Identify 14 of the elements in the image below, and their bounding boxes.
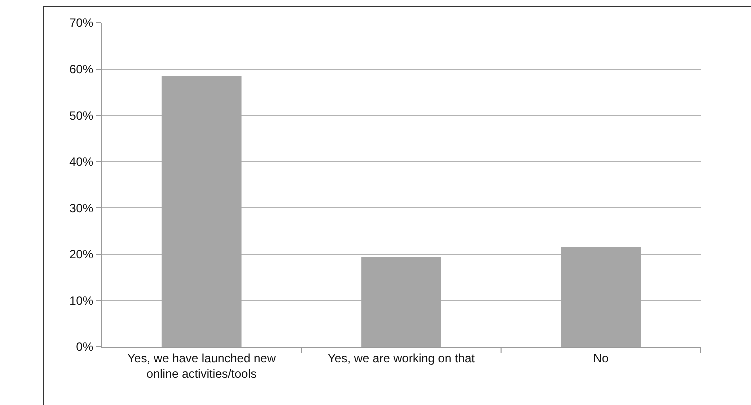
y-tick-label: 30% — [70, 201, 94, 216]
bar — [561, 247, 642, 347]
y-tick-label: 40% — [70, 155, 94, 170]
y-tick-label: 50% — [70, 108, 94, 123]
x-tick-label: No — [594, 351, 610, 366]
bar — [162, 76, 242, 347]
y-tick-label: 10% — [70, 294, 94, 308]
y-tick-label: 60% — [70, 62, 94, 76]
y-tick-label: 20% — [70, 248, 94, 262]
y-tick-label: 70% — [70, 16, 94, 30]
bar — [362, 257, 442, 347]
x-tick-label: Yes, we are working on that — [328, 351, 476, 366]
y-tick-label: 0% — [76, 340, 94, 354]
x-tick-label: Yes, we have launched new online activities/tools — [128, 351, 276, 381]
